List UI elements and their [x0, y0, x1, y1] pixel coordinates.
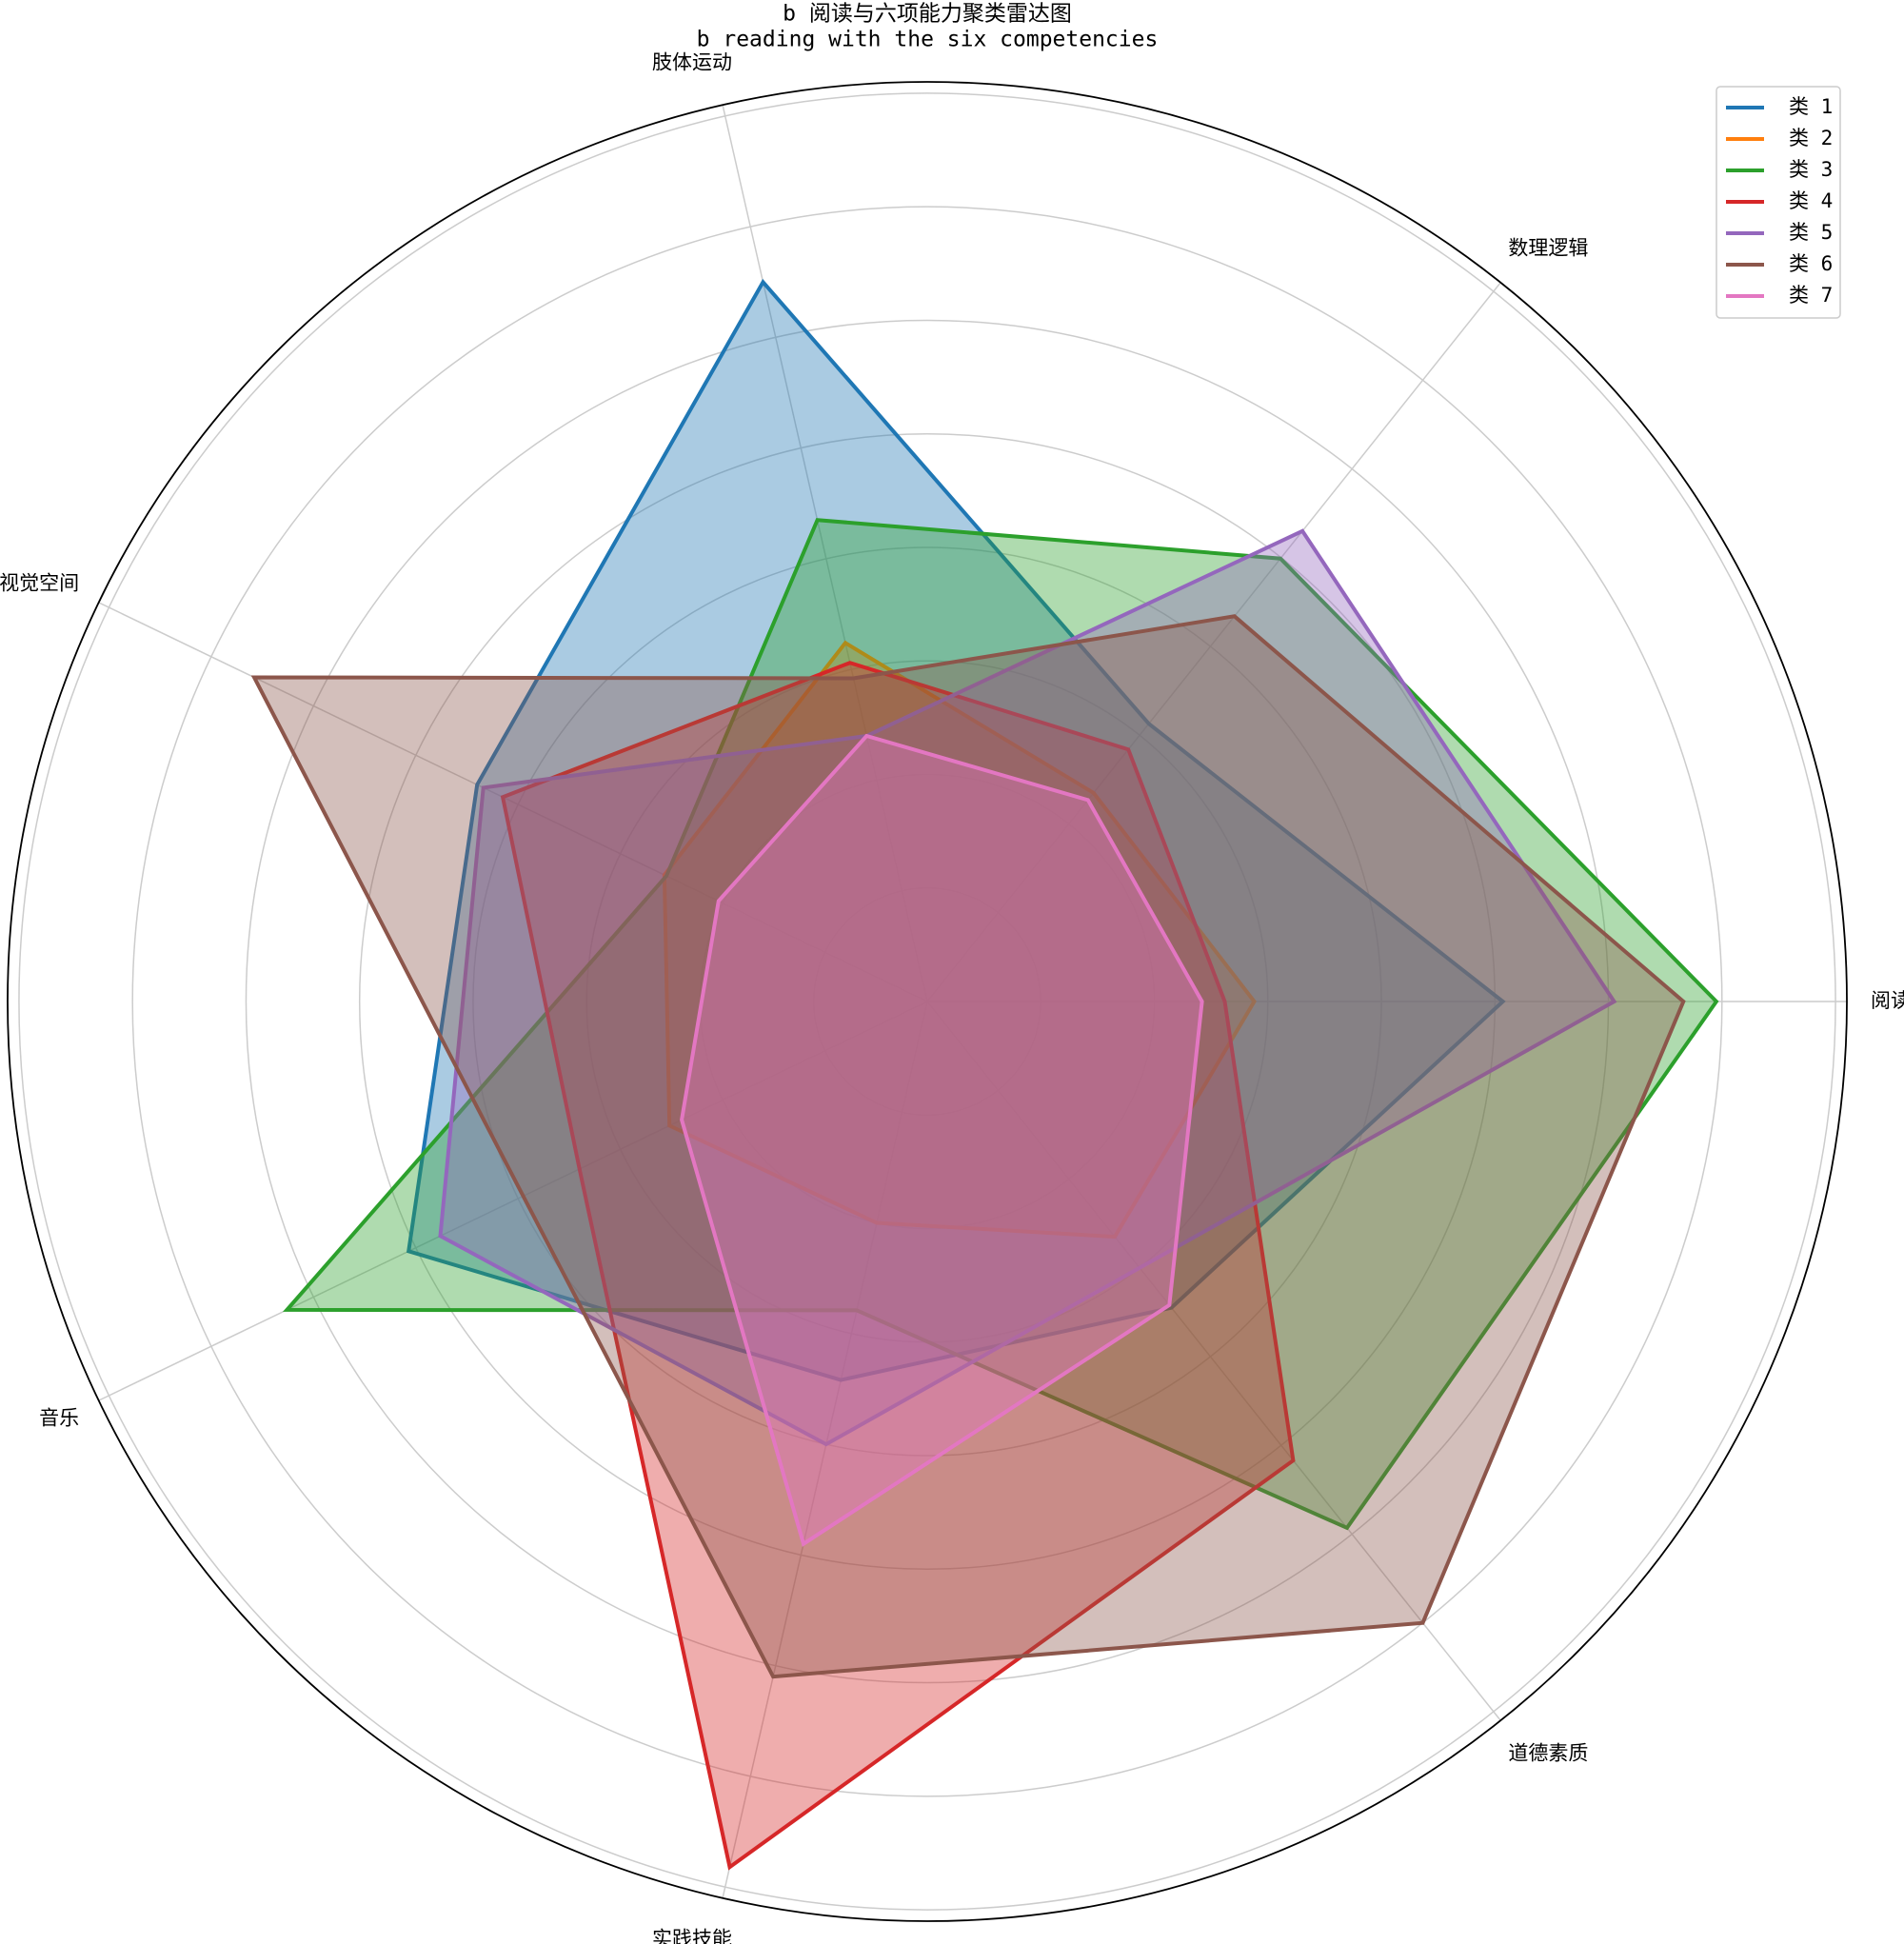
- plot-area: [250, 278, 1719, 1871]
- spoke: [926, 282, 1501, 1002]
- chart-subtitle: b reading with the six competencies: [697, 28, 1159, 52]
- spoke: [926, 1001, 1501, 1721]
- spoke: [98, 1001, 928, 1401]
- legend-label: 类 3: [1789, 158, 1833, 181]
- legend-label: 类 4: [1789, 189, 1833, 212]
- legend-label: 类 7: [1789, 284, 1833, 307]
- axis-label: 实践技能: [652, 1928, 732, 1944]
- series-area: [406, 278, 1506, 1382]
- legend-label: 类 2: [1789, 127, 1833, 149]
- legend-box: [1716, 86, 1841, 319]
- axis-label: 道德素质: [1508, 1741, 1588, 1764]
- series-area: [680, 733, 1204, 1547]
- series-area: [662, 640, 1257, 1240]
- spoke: [722, 105, 928, 1002]
- legend: 类 1 类 2 类 3 类 4 类 5 类 6 类 7: [1716, 86, 1841, 319]
- spoke: [98, 602, 928, 1002]
- legend-label: 类 5: [1789, 221, 1833, 244]
- series-area: [250, 614, 1686, 1679]
- axis-label: 数理逻辑: [1508, 237, 1588, 260]
- spoke: [722, 1001, 928, 1898]
- axis-label: 肢体运动: [652, 50, 732, 73]
- axis-label: 视觉空间: [0, 571, 79, 594]
- legend-label: 类 6: [1789, 252, 1833, 275]
- legend-label: 类 1: [1789, 95, 1833, 118]
- chart-title: b 阅读与六项能力聚类雷达图: [783, 2, 1072, 27]
- series-area: [438, 528, 1617, 1447]
- polar-frame: [7, 81, 1848, 1922]
- series-area: [282, 518, 1719, 1531]
- series-area: [500, 661, 1296, 1871]
- axis-label: 阅读: [1871, 989, 1904, 1012]
- axis-label: 音乐: [39, 1407, 79, 1430]
